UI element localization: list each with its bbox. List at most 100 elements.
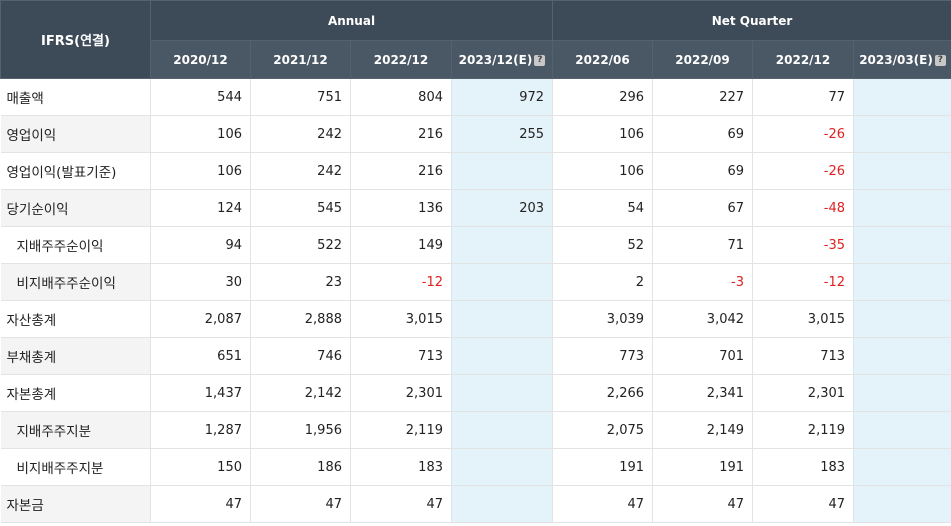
row-label: 지배주주순이익: [0, 226, 151, 264]
estimate-cell: [450, 263, 553, 301]
value-cell: 3,042: [652, 300, 753, 338]
value-cell: 1,956: [250, 411, 351, 449]
col-header-annual-estimate: 2023/12(E)?: [450, 40, 554, 79]
value-cell: 2,149: [652, 411, 753, 449]
value-cell: 3,015: [350, 300, 452, 338]
value-cell: -26: [752, 152, 854, 190]
value-cell: 191: [652, 448, 753, 486]
value-cell: -12: [752, 263, 854, 301]
value-cell: 3,015: [752, 300, 854, 338]
value-cell: 136: [350, 189, 452, 227]
col-header-quarter-estimate: 2023/03(E)?: [853, 40, 951, 79]
value-cell: 713: [752, 337, 854, 375]
col-header-annual-2: 2021/12: [250, 40, 351, 79]
value-cell: 106: [150, 115, 251, 153]
row-label: 매출액: [0, 78, 151, 116]
estimate-cell: [450, 411, 553, 449]
value-cell: -35: [752, 226, 854, 264]
value-cell: -3: [652, 263, 753, 301]
row-label: 영업이익(발표기준): [0, 152, 151, 190]
value-cell: 216: [350, 152, 452, 190]
value-cell: 296: [552, 78, 653, 116]
value-cell: 124: [150, 189, 251, 227]
table-corner-header: IFRS(연결): [0, 0, 151, 79]
value-cell: 2,301: [350, 374, 452, 412]
estimate-cell: [853, 78, 951, 116]
row-label: 비지배주주순이익: [0, 263, 151, 301]
value-cell: 242: [250, 152, 351, 190]
estimate-cell: [450, 337, 553, 375]
value-cell: 713: [350, 337, 452, 375]
value-cell: -48: [752, 189, 854, 227]
estimate-cell: 972: [450, 78, 553, 116]
estimate-cell: [853, 485, 951, 523]
value-cell: 183: [752, 448, 854, 486]
value-cell: 227: [652, 78, 753, 116]
estimate-cell: [853, 337, 951, 375]
value-cell: 2,075: [552, 411, 653, 449]
value-cell: 746: [250, 337, 351, 375]
row-label: 자본금: [0, 485, 151, 523]
row-label: 자본총계: [0, 374, 151, 412]
value-cell: 47: [250, 485, 351, 523]
value-cell: 1,287: [150, 411, 251, 449]
value-cell: 47: [752, 485, 854, 523]
estimate-cell: [450, 448, 553, 486]
estimate-cell: [450, 300, 553, 338]
quarter-group-header: Net Quarter: [552, 0, 951, 41]
value-cell: 47: [652, 485, 753, 523]
row-label: 지배주주지분: [0, 411, 151, 449]
row-label: 비지배주주지분: [0, 448, 151, 486]
value-cell: 804: [350, 78, 452, 116]
estimate-cell: [450, 226, 553, 264]
value-cell: 2,087: [150, 300, 251, 338]
value-cell: 47: [552, 485, 653, 523]
value-cell: 522: [250, 226, 351, 264]
estimate-cell: [853, 411, 951, 449]
value-cell: 94: [150, 226, 251, 264]
row-label: 부채총계: [0, 337, 151, 375]
value-cell: 54: [552, 189, 653, 227]
value-cell: 69: [652, 115, 753, 153]
estimate-cell: [450, 152, 553, 190]
table-row: 비지배주주순이익 30 23 -12 2 -3 -12: [0, 263, 951, 301]
table-row: 자본금 47 47 47 47 47 47: [0, 485, 951, 523]
value-cell: 150: [150, 448, 251, 486]
value-cell: 77: [752, 78, 854, 116]
value-cell: -12: [350, 263, 452, 301]
value-cell: 651: [150, 337, 251, 375]
value-cell: 242: [250, 115, 351, 153]
table-row: 비지배주주지분 150 186 183 191 191 183: [0, 448, 951, 486]
col-header-annual-3: 2022/12: [350, 40, 452, 79]
value-cell: 106: [552, 152, 653, 190]
value-cell: 186: [250, 448, 351, 486]
estimate-cell: 255: [450, 115, 553, 153]
value-cell: 545: [250, 189, 351, 227]
value-cell: 544: [150, 78, 251, 116]
value-cell: 69: [652, 152, 753, 190]
help-icon[interactable]: ?: [534, 54, 546, 66]
value-cell: 149: [350, 226, 452, 264]
estimate-cell: [853, 374, 951, 412]
value-cell: 701: [652, 337, 753, 375]
value-cell: 2,266: [552, 374, 653, 412]
col-header-quarter-2: 2022/09: [652, 40, 754, 79]
estimate-cell: [450, 374, 553, 412]
value-cell: 2,341: [652, 374, 753, 412]
estimate-cell: [853, 152, 951, 190]
value-cell: 106: [552, 115, 653, 153]
value-cell: 52: [552, 226, 653, 264]
table-row: 자산총계 2,087 2,888 3,015 3,039 3,042 3,015: [0, 300, 951, 338]
row-label: 자산총계: [0, 300, 151, 338]
value-cell: 2,119: [752, 411, 854, 449]
col-header-annual-1: 2020/12: [150, 40, 251, 79]
value-cell: 106: [150, 152, 251, 190]
estimate-cell: [853, 448, 951, 486]
help-icon[interactable]: ?: [934, 54, 946, 66]
col-header-quarter-3: 2022/12: [752, 40, 855, 79]
value-cell: 71: [652, 226, 753, 264]
value-cell: 2,142: [250, 374, 351, 412]
value-cell: 2,888: [250, 300, 351, 338]
value-cell: 773: [552, 337, 653, 375]
value-cell: 2,301: [752, 374, 854, 412]
